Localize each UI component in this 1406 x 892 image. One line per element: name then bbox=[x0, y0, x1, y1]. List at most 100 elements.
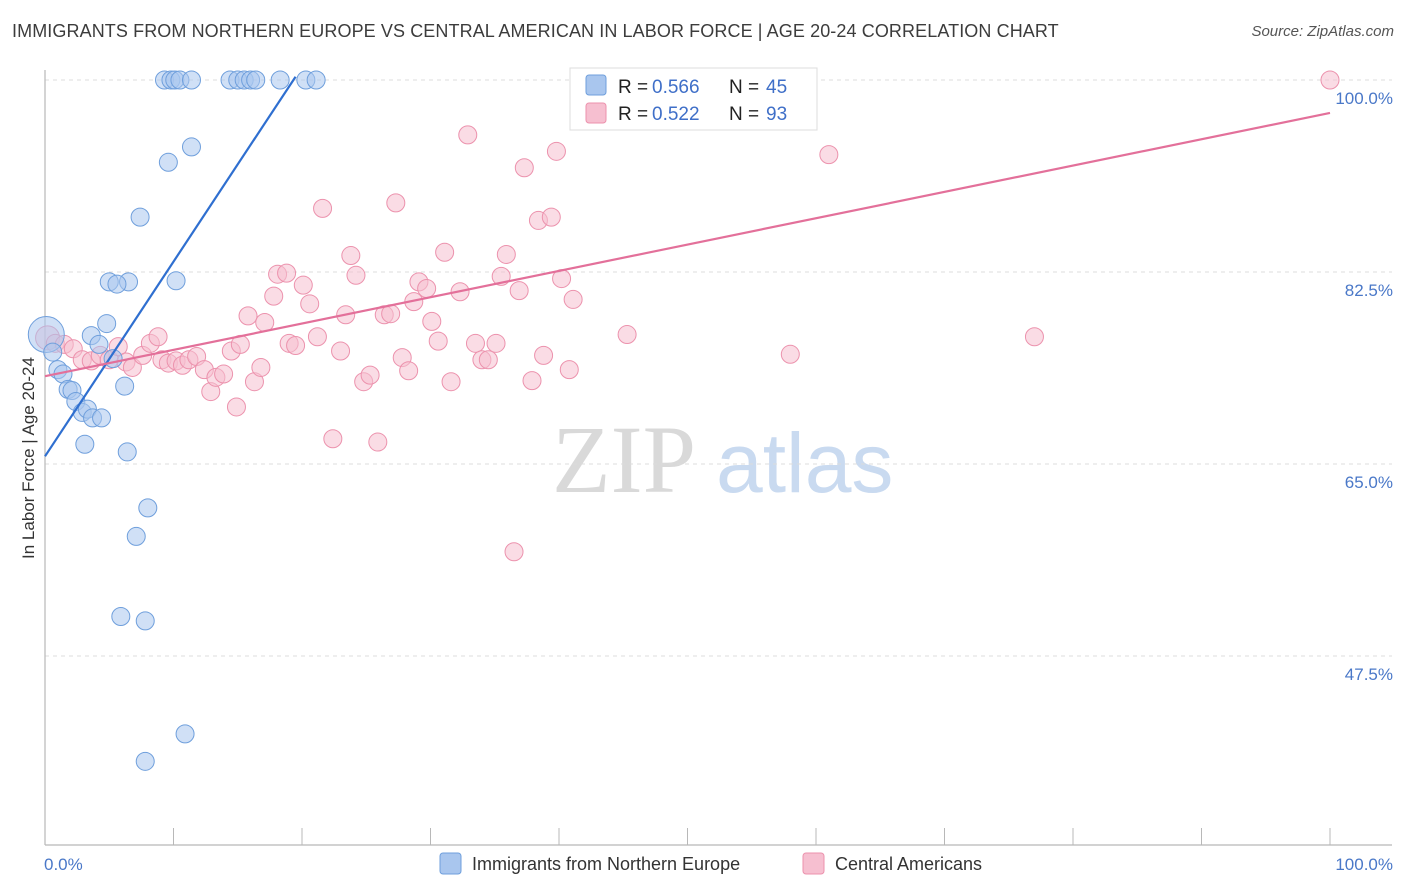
series-legend-swatch-blue bbox=[439, 852, 462, 875]
legend-r-label-pink: R = bbox=[618, 104, 648, 125]
central-americans-point bbox=[504, 542, 524, 562]
y-tick-labels: 47.5% 65.0% 82.5% 100.0% bbox=[1335, 89, 1393, 684]
central-americans-point bbox=[293, 275, 313, 295]
y-tick-label: 47.5% bbox=[1345, 665, 1393, 684]
northern-europe-point bbox=[270, 70, 290, 90]
series-legend-label-blue: Immigrants from Northern Europe bbox=[472, 854, 740, 874]
central-americans-point bbox=[478, 350, 498, 370]
northern-europe-point bbox=[75, 434, 95, 454]
central-americans-point bbox=[341, 246, 361, 266]
central-americans-point bbox=[559, 360, 579, 380]
central-americans-point bbox=[546, 141, 566, 161]
northern-europe-point bbox=[107, 274, 127, 294]
northern-europe-point bbox=[89, 334, 109, 354]
legend-n-label-pink: N = bbox=[729, 104, 759, 125]
central-americans-point bbox=[819, 145, 839, 165]
y-tick-label: 65.0% bbox=[1345, 473, 1393, 492]
central-americans-point bbox=[286, 336, 306, 356]
central-americans-point bbox=[422, 311, 442, 331]
x-tick-label-max: 100.0% bbox=[1335, 855, 1393, 874]
legend-swatch-pink bbox=[585, 102, 607, 124]
central-americans-point bbox=[323, 429, 343, 449]
trend-lines bbox=[44, 76, 1331, 457]
central-americans-point bbox=[496, 244, 516, 264]
central-americans-point bbox=[399, 361, 419, 381]
series-legend: Immigrants from Northern Europe Central … bbox=[439, 852, 982, 875]
central-americans-point bbox=[541, 207, 561, 227]
central-americans-point bbox=[780, 344, 800, 364]
central-americans-point bbox=[428, 331, 448, 351]
central-americans-point bbox=[1024, 327, 1044, 347]
legend-swatch-blue bbox=[585, 74, 607, 96]
northern-europe-point bbox=[135, 611, 155, 631]
central-americans-point bbox=[226, 397, 246, 417]
central-americans-point bbox=[534, 345, 554, 365]
central-americans-point bbox=[214, 364, 234, 384]
central-americans-point bbox=[458, 125, 478, 145]
northern-europe-point bbox=[126, 526, 146, 546]
central-americans-point bbox=[331, 341, 351, 361]
central-americans-point bbox=[486, 333, 506, 353]
central-americans-point bbox=[277, 263, 297, 283]
legend-box bbox=[569, 67, 818, 131]
central-americans-point bbox=[514, 158, 534, 178]
central-americans-point bbox=[368, 432, 388, 452]
chart-title: IMMIGRANTS FROM NORTHERN EUROPE VS CENTR… bbox=[12, 21, 1059, 41]
watermark-zip: ZIP bbox=[552, 406, 696, 513]
central-americans-point bbox=[441, 372, 461, 392]
central-americans-point bbox=[417, 278, 437, 298]
central-americans-point bbox=[307, 327, 327, 347]
chart-source: Source: ZipAtlas.com bbox=[1251, 23, 1394, 40]
central-americans-point bbox=[360, 365, 380, 385]
legend-n-value-pink: 93 bbox=[766, 104, 787, 125]
correlation-legend: R = 0.566 N = 45 R = 0.522 N = 93 bbox=[569, 67, 818, 131]
legend-r-value-blue: 0.566 bbox=[652, 77, 700, 98]
central-americans-point bbox=[300, 294, 320, 314]
axes bbox=[44, 70, 1392, 846]
northern-europe-point bbox=[166, 271, 186, 291]
central-americans-point bbox=[313, 198, 333, 218]
northern-europe-trend-line bbox=[44, 76, 297, 457]
central-americans-point bbox=[509, 281, 529, 301]
northern-europe-point bbox=[115, 376, 135, 396]
central-americans-trend-line bbox=[44, 111, 1331, 378]
legend-n-label-blue: N = bbox=[729, 77, 759, 98]
central-americans-point bbox=[264, 286, 284, 306]
central-americans-point bbox=[251, 357, 271, 377]
y-tick-label: 82.5% bbox=[1345, 281, 1393, 300]
series-legend-label-pink: Central Americans bbox=[835, 854, 982, 874]
northern-europe-points bbox=[27, 70, 326, 771]
northern-europe-point bbox=[246, 70, 266, 90]
northern-europe-point bbox=[306, 70, 326, 90]
central-americans-point bbox=[386, 193, 406, 213]
x-tick-label-min: 0.0% bbox=[44, 855, 83, 874]
central-americans-points bbox=[35, 70, 1340, 562]
central-americans-point bbox=[238, 306, 258, 326]
central-americans-point bbox=[465, 333, 485, 353]
central-americans-point bbox=[148, 327, 168, 347]
legend-r-label-blue: R = bbox=[618, 77, 648, 98]
central-americans-point bbox=[435, 242, 455, 262]
northern-europe-point bbox=[138, 498, 158, 518]
central-americans-point bbox=[1320, 70, 1340, 90]
legend-n-value-blue: 45 bbox=[766, 77, 787, 98]
northern-europe-point bbox=[97, 314, 117, 334]
northern-europe-point bbox=[158, 152, 178, 172]
series-legend-swatch-pink bbox=[802, 852, 825, 875]
central-americans-point bbox=[617, 325, 637, 345]
northern-europe-point bbox=[117, 442, 137, 462]
northern-europe-point bbox=[175, 724, 195, 744]
central-americans-point bbox=[346, 265, 366, 285]
central-americans-point bbox=[522, 371, 542, 391]
legend-r-value-pink: 0.522 bbox=[652, 104, 700, 125]
northern-europe-point bbox=[130, 207, 150, 227]
gridlines bbox=[45, 79, 1392, 657]
northern-europe-point bbox=[43, 342, 63, 362]
y-axis-label: In Labor Force | Age 20-24 bbox=[19, 357, 38, 559]
northern-europe-point bbox=[181, 70, 201, 90]
northern-europe-point bbox=[135, 751, 155, 771]
northern-europe-point bbox=[111, 607, 131, 627]
northern-europe-point bbox=[181, 137, 201, 157]
central-americans-point bbox=[563, 289, 583, 309]
